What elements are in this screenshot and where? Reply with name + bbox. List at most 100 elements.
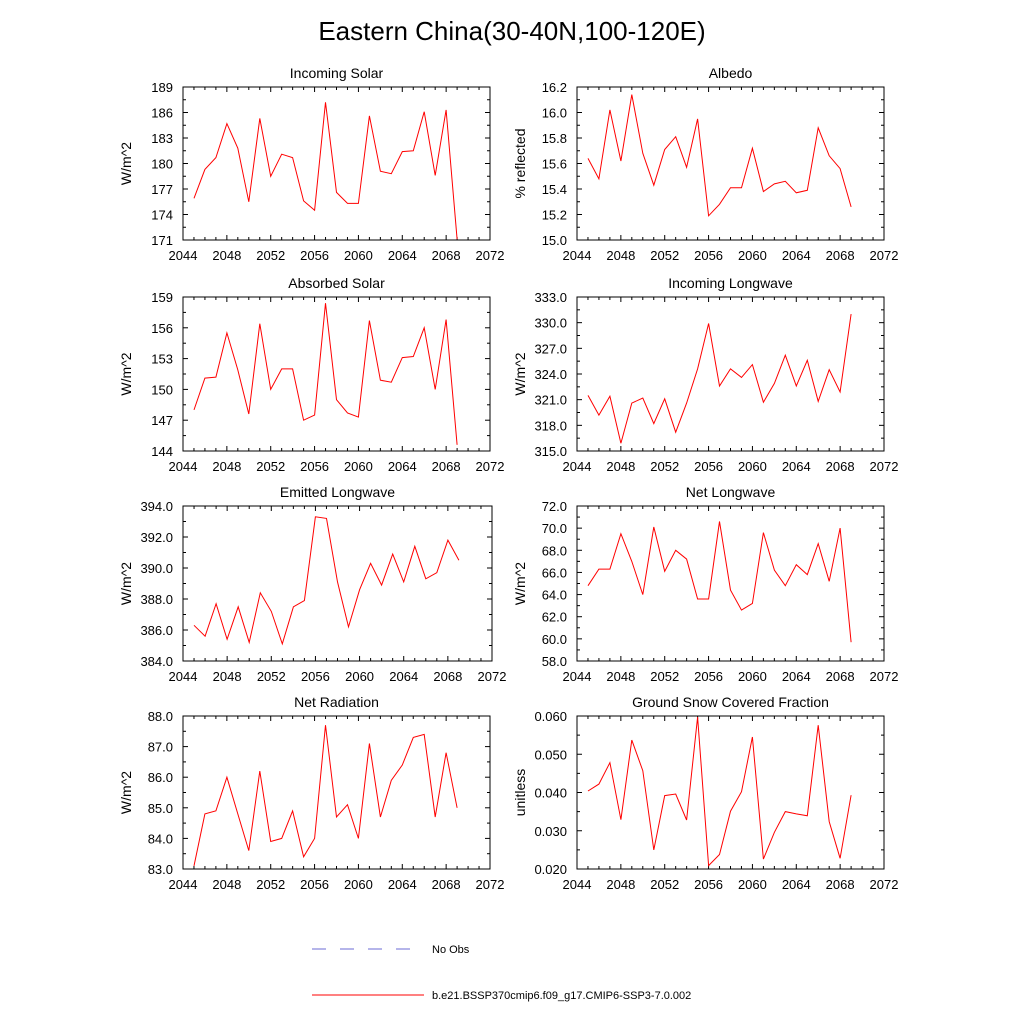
- x-tick-label: 2048: [606, 877, 635, 892]
- x-tick-label: 2044: [169, 248, 198, 263]
- plot-frame: [182, 715, 491, 870]
- legend: No Obs b.e21.BSSP370cmip6.f09_g17.CMIP6-…: [312, 944, 691, 1002]
- y-tick-label: 15.4: [542, 182, 567, 197]
- x-tick-label: 2060: [344, 459, 373, 474]
- x-tick-label: 2068: [826, 459, 855, 474]
- x-tick-label: 2056: [694, 669, 723, 684]
- x-tick-label: 2052: [256, 459, 285, 474]
- y-tick-label: 58.0: [542, 654, 567, 669]
- y-tick-label: 85.0: [148, 801, 173, 816]
- x-tick-label: 2048: [212, 248, 241, 263]
- figure-title: Eastern China(30-40N,100-120E): [318, 16, 705, 46]
- plot-frame: [576, 505, 885, 662]
- x-tick-label: 2064: [782, 877, 811, 892]
- x-tick-label: 2056: [301, 669, 330, 684]
- y-tick-label: 62.0: [542, 610, 567, 625]
- panel-3: Absorbed Solar W/m^2 2044 2048 2052 2056 2060 2…: [118, 275, 504, 474]
- panel-1: Incoming Solar W/m^2 2044 2048 2052 2056 2060 2…: [118, 65, 504, 263]
- y-axis-label: % reflected: [512, 128, 528, 198]
- x-tick-label: 2064: [388, 877, 417, 892]
- x-tick-label: 2060: [344, 248, 373, 263]
- y-tick-label: 15.6: [542, 157, 567, 172]
- plot-frame: [576, 86, 885, 241]
- legend-model-label: b.e21.BSSP370cmip6.f09_g17.CMIP6-SSP3-7.…: [432, 990, 691, 1002]
- x-tick-label: 2056: [694, 877, 723, 892]
- y-tick-label: 16.2: [542, 80, 567, 95]
- y-tick-label: 64.0: [542, 588, 567, 603]
- series-line: [587, 94, 852, 217]
- y-tick-label: 15.8: [542, 131, 567, 146]
- x-tick-label: 2072: [476, 877, 505, 892]
- y-tick-label: 156: [151, 321, 173, 336]
- y-axis-label: W/m^2: [512, 562, 528, 605]
- y-axis-label: W/m^2: [512, 352, 528, 395]
- x-tick-label: 2060: [738, 877, 767, 892]
- x-tick-label: 2044: [563, 877, 592, 892]
- y-tick-label: 66.0: [542, 565, 567, 580]
- panel-title: Emitted Longwave: [280, 484, 395, 500]
- y-axis-label: W/m^2: [118, 142, 134, 185]
- plot-frame: [576, 296, 885, 452]
- x-tick-label: 2064: [389, 669, 418, 684]
- y-tick-label: 159: [151, 290, 173, 305]
- y-tick-label: 0.050: [534, 747, 567, 762]
- x-tick-label: 2068: [432, 877, 461, 892]
- y-tick-label: 87.0: [148, 740, 173, 755]
- x-tick-label: 2052: [256, 248, 285, 263]
- x-tick-label: 2072: [476, 248, 505, 263]
- x-tick-label: 2060: [738, 669, 767, 684]
- y-tick-label: 0.020: [534, 862, 567, 877]
- x-tick-label: 2072: [870, 248, 899, 263]
- series-line: [193, 725, 458, 867]
- x-tick-label: 2056: [694, 459, 723, 474]
- x-tick-label: 2056: [300, 459, 329, 474]
- y-tick-label: 177: [151, 182, 173, 197]
- y-tick-label: 324.0: [534, 367, 567, 382]
- y-tick-label: 183: [151, 131, 173, 146]
- y-tick-label: 84.0: [148, 831, 173, 846]
- y-tick-label: 386.0: [140, 623, 173, 638]
- y-tick-label: 388.0: [140, 592, 173, 607]
- x-tick-label: 2048: [606, 669, 635, 684]
- y-axis-label: W/m^2: [118, 771, 134, 814]
- y-axis-label: unitless: [512, 769, 528, 816]
- y-tick-label: 392.0: [140, 530, 173, 545]
- y-tick-label: 171: [151, 233, 173, 248]
- plot-frame: [576, 715, 885, 870]
- x-tick-label: 2052: [256, 877, 285, 892]
- x-tick-label: 2060: [344, 877, 373, 892]
- y-tick-label: 144: [151, 444, 173, 459]
- y-tick-label: 15.0: [542, 233, 567, 248]
- panel-title: Net Radiation: [294, 694, 379, 710]
- y-tick-label: 150: [151, 382, 173, 397]
- x-tick-label: 2044: [563, 669, 592, 684]
- x-tick-label: 2072: [870, 459, 899, 474]
- series-line: [587, 521, 852, 643]
- series-line: [193, 516, 460, 646]
- x-tick-label: 2060: [345, 669, 374, 684]
- x-tick-label: 2048: [212, 459, 241, 474]
- x-tick-label: 2044: [169, 459, 198, 474]
- panel-4: Incoming Longwave W/m^2 2044 2048 2052 2056 20…: [512, 275, 898, 474]
- panel-2: Albedo % reflected 2044 2048 2052 2056 2060 206…: [512, 65, 898, 263]
- x-tick-label: 2064: [388, 248, 417, 263]
- y-tick-label: 180: [151, 157, 173, 172]
- panel-8: Ground Snow Covered Fraction unitless 2044…: [512, 694, 898, 892]
- x-tick-label: 2056: [300, 248, 329, 263]
- x-tick-label: 2068: [826, 669, 855, 684]
- x-tick-label: 2052: [650, 669, 679, 684]
- y-tick-label: 186: [151, 106, 173, 121]
- x-tick-label: 2064: [782, 248, 811, 263]
- y-tick-label: 0.030: [534, 824, 567, 839]
- plot-frame: [182, 296, 491, 452]
- y-tick-label: 68.0: [542, 543, 567, 558]
- panels: Incoming Solar W/m^2 2044 2048 2052 2056 2060 2…: [118, 65, 898, 892]
- y-tick-label: 330.0: [534, 316, 567, 331]
- x-tick-label: 2052: [650, 248, 679, 263]
- panel-5: Emitted Longwave W/m^2 2044 2048 2052 2056 206…: [118, 484, 506, 684]
- y-tick-label: 333.0: [534, 290, 567, 305]
- x-tick-label: 2044: [563, 459, 592, 474]
- x-tick-label: 2056: [300, 877, 329, 892]
- y-tick-label: 86.0: [148, 770, 173, 785]
